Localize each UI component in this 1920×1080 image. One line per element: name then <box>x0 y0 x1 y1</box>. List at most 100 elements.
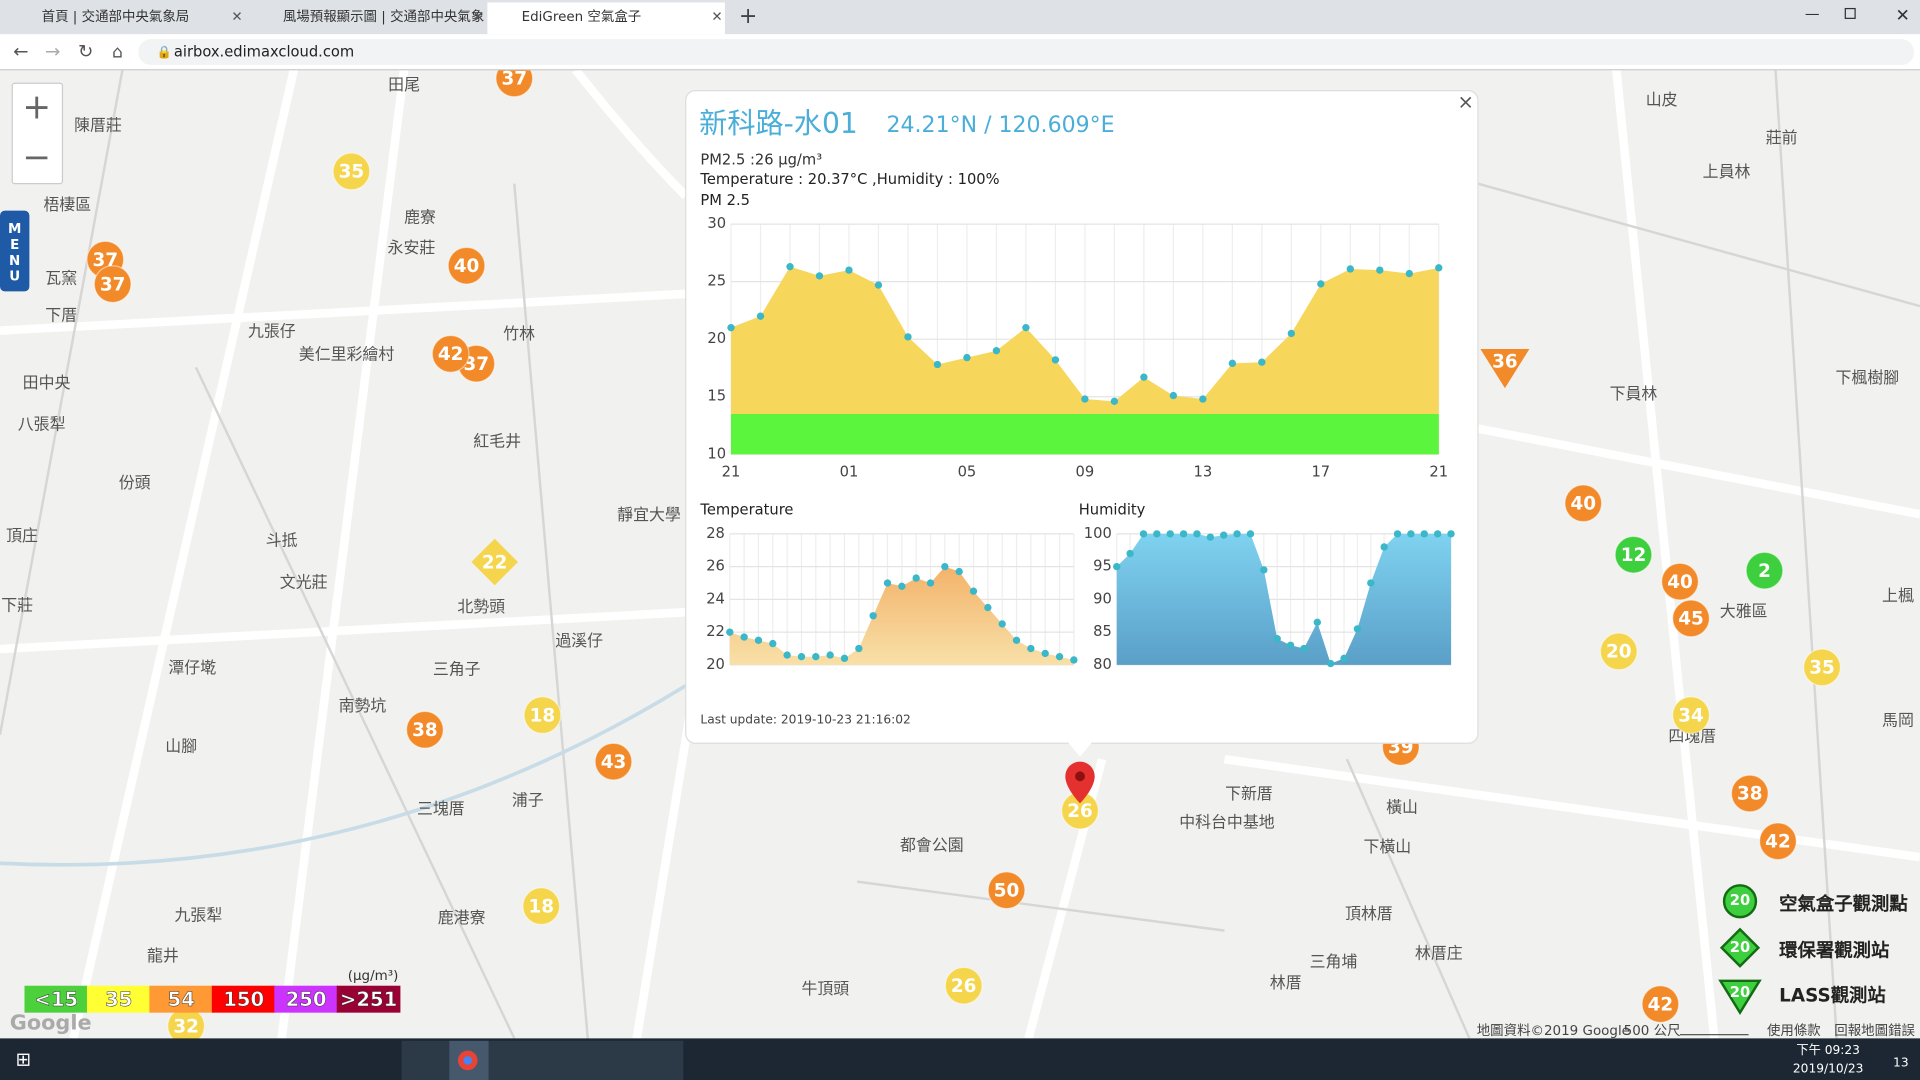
scale-swatch <box>149 985 214 1013</box>
start[interactable]: ⊞ <box>16 1049 31 1070</box>
tab-close[interactable]: ✕ <box>711 10 722 25</box>
point <box>1353 625 1362 633</box>
y-tick-label: 90 <box>1093 590 1112 607</box>
maximize[interactable] <box>1844 7 1856 19</box>
place-label: 牛頂頭 <box>801 979 849 998</box>
marker-value: 50 <box>994 880 1020 901</box>
menu-letter: U <box>9 270 20 285</box>
marker[interactable] <box>332 152 371 191</box>
marker[interactable] <box>1672 696 1710 735</box>
place-label: 美仁里彩繪村 <box>299 345 395 364</box>
marker[interactable] <box>1564 484 1603 523</box>
marker[interactable] <box>594 742 633 781</box>
popup-close[interactable]: × <box>1458 90 1474 113</box>
marker[interactable] <box>1803 648 1842 687</box>
roads <box>0 67 1920 1040</box>
zoom-in[interactable]: + <box>22 87 51 127</box>
point <box>783 651 791 659</box>
point <box>1435 264 1443 272</box>
point <box>883 579 892 587</box>
marker[interactable] <box>1661 562 1699 601</box>
place-label: 鹿寮 <box>404 207 436 226</box>
close-window[interactable]: ✕ <box>1896 6 1910 26</box>
marker-value: 12 <box>1621 545 1647 566</box>
marker-value: 34 <box>1678 705 1704 726</box>
point <box>845 266 853 274</box>
marker-value: 42 <box>1648 994 1674 1015</box>
scale-swatch <box>336 985 401 1013</box>
marker[interactable] <box>1758 822 1797 861</box>
tab-title[interactable]: 風場預報顯示圖 | 交通部中央氣象 <box>283 8 484 25</box>
marker[interactable] <box>522 887 561 926</box>
taskbar-apps <box>401 1040 684 1080</box>
marker[interactable] <box>1480 348 1530 389</box>
marker[interactable] <box>405 710 444 749</box>
marker[interactable] <box>987 871 1026 910</box>
zoom-out[interactable]: − <box>22 138 51 178</box>
point <box>1233 530 1241 538</box>
marker-value: 45 <box>1678 609 1704 630</box>
point <box>754 636 763 645</box>
y-tick-label: 22 <box>706 623 725 640</box>
tab-close[interactable]: ✕ <box>231 10 242 25</box>
terms[interactable]: 使用條款 <box>1767 1022 1821 1039</box>
tab-title[interactable]: EdiGreen 空氣盒子 <box>522 8 642 25</box>
point <box>1228 359 1237 368</box>
last-update: Last update: 2019-10-23 21:16:02 <box>700 713 910 727</box>
report[interactable]: 回報地圖錯誤 <box>1834 1023 1915 1039</box>
reload[interactable]: ↻ <box>78 42 93 63</box>
taskbar <box>0 1038 1920 1080</box>
url[interactable]: airbox.edimaxcloud.com <box>174 44 354 61</box>
menu-button[interactable] <box>0 210 30 292</box>
place-label: 浦子 <box>512 790 544 809</box>
marker[interactable] <box>93 265 132 304</box>
marker[interactable] <box>1641 985 1680 1024</box>
place-label: 三塊厝 <box>417 799 465 818</box>
active-tab[interactable] <box>487 2 725 35</box>
marker-value: 32 <box>173 1016 199 1037</box>
forward[interactable]: → <box>45 42 60 63</box>
marker[interactable] <box>1614 535 1653 574</box>
notifications[interactable]: 13 <box>1893 1055 1909 1069</box>
chart-title: PM 2.5 <box>700 192 750 209</box>
marker-value: 40 <box>1570 493 1596 514</box>
point <box>1300 644 1308 653</box>
marker[interactable] <box>1672 599 1710 638</box>
place-label: 下莊 <box>1 596 33 615</box>
marker[interactable] <box>431 334 470 373</box>
station-icon <box>1718 979 1762 1015</box>
place-label: 下新厝 <box>1225 784 1273 803</box>
place-label: 八張犁 <box>18 414 66 433</box>
marker[interactable] <box>523 696 562 735</box>
omnibox[interactable] <box>138 39 1914 65</box>
tab-title[interactable]: 首頁 | 交通部中央氣象局 <box>42 8 190 25</box>
point <box>1199 395 1207 403</box>
marker[interactable] <box>471 538 518 586</box>
marker[interactable] <box>1599 632 1638 671</box>
marker[interactable] <box>1730 774 1769 813</box>
point <box>1070 656 1078 664</box>
marker[interactable] <box>944 966 983 1005</box>
minimize[interactable]: — <box>1805 6 1820 23</box>
menu-letter: N <box>9 254 20 269</box>
new-tab[interactable]: + <box>739 4 757 29</box>
scale-label: 150 <box>223 988 264 1011</box>
point <box>898 582 906 590</box>
area <box>729 566 1074 665</box>
home[interactable]: ⌂ <box>112 43 123 63</box>
y-tick-label: 15 <box>707 388 726 405</box>
river <box>0 684 687 867</box>
marker-value: 38 <box>412 720 438 741</box>
point <box>1346 265 1354 273</box>
marker[interactable] <box>1745 551 1784 590</box>
marker[interactable] <box>447 246 486 285</box>
point <box>904 333 912 341</box>
marker-value: 38 <box>1737 784 1763 805</box>
back[interactable]: ← <box>13 42 28 63</box>
station-label: 空氣盒子觀測點 <box>1779 893 1908 915</box>
marker-value: 18 <box>530 705 556 726</box>
marker-value: 43 <box>601 752 627 773</box>
tab-close[interactable]: ✕ <box>473 10 484 25</box>
marker-value: 35 <box>339 162 365 183</box>
